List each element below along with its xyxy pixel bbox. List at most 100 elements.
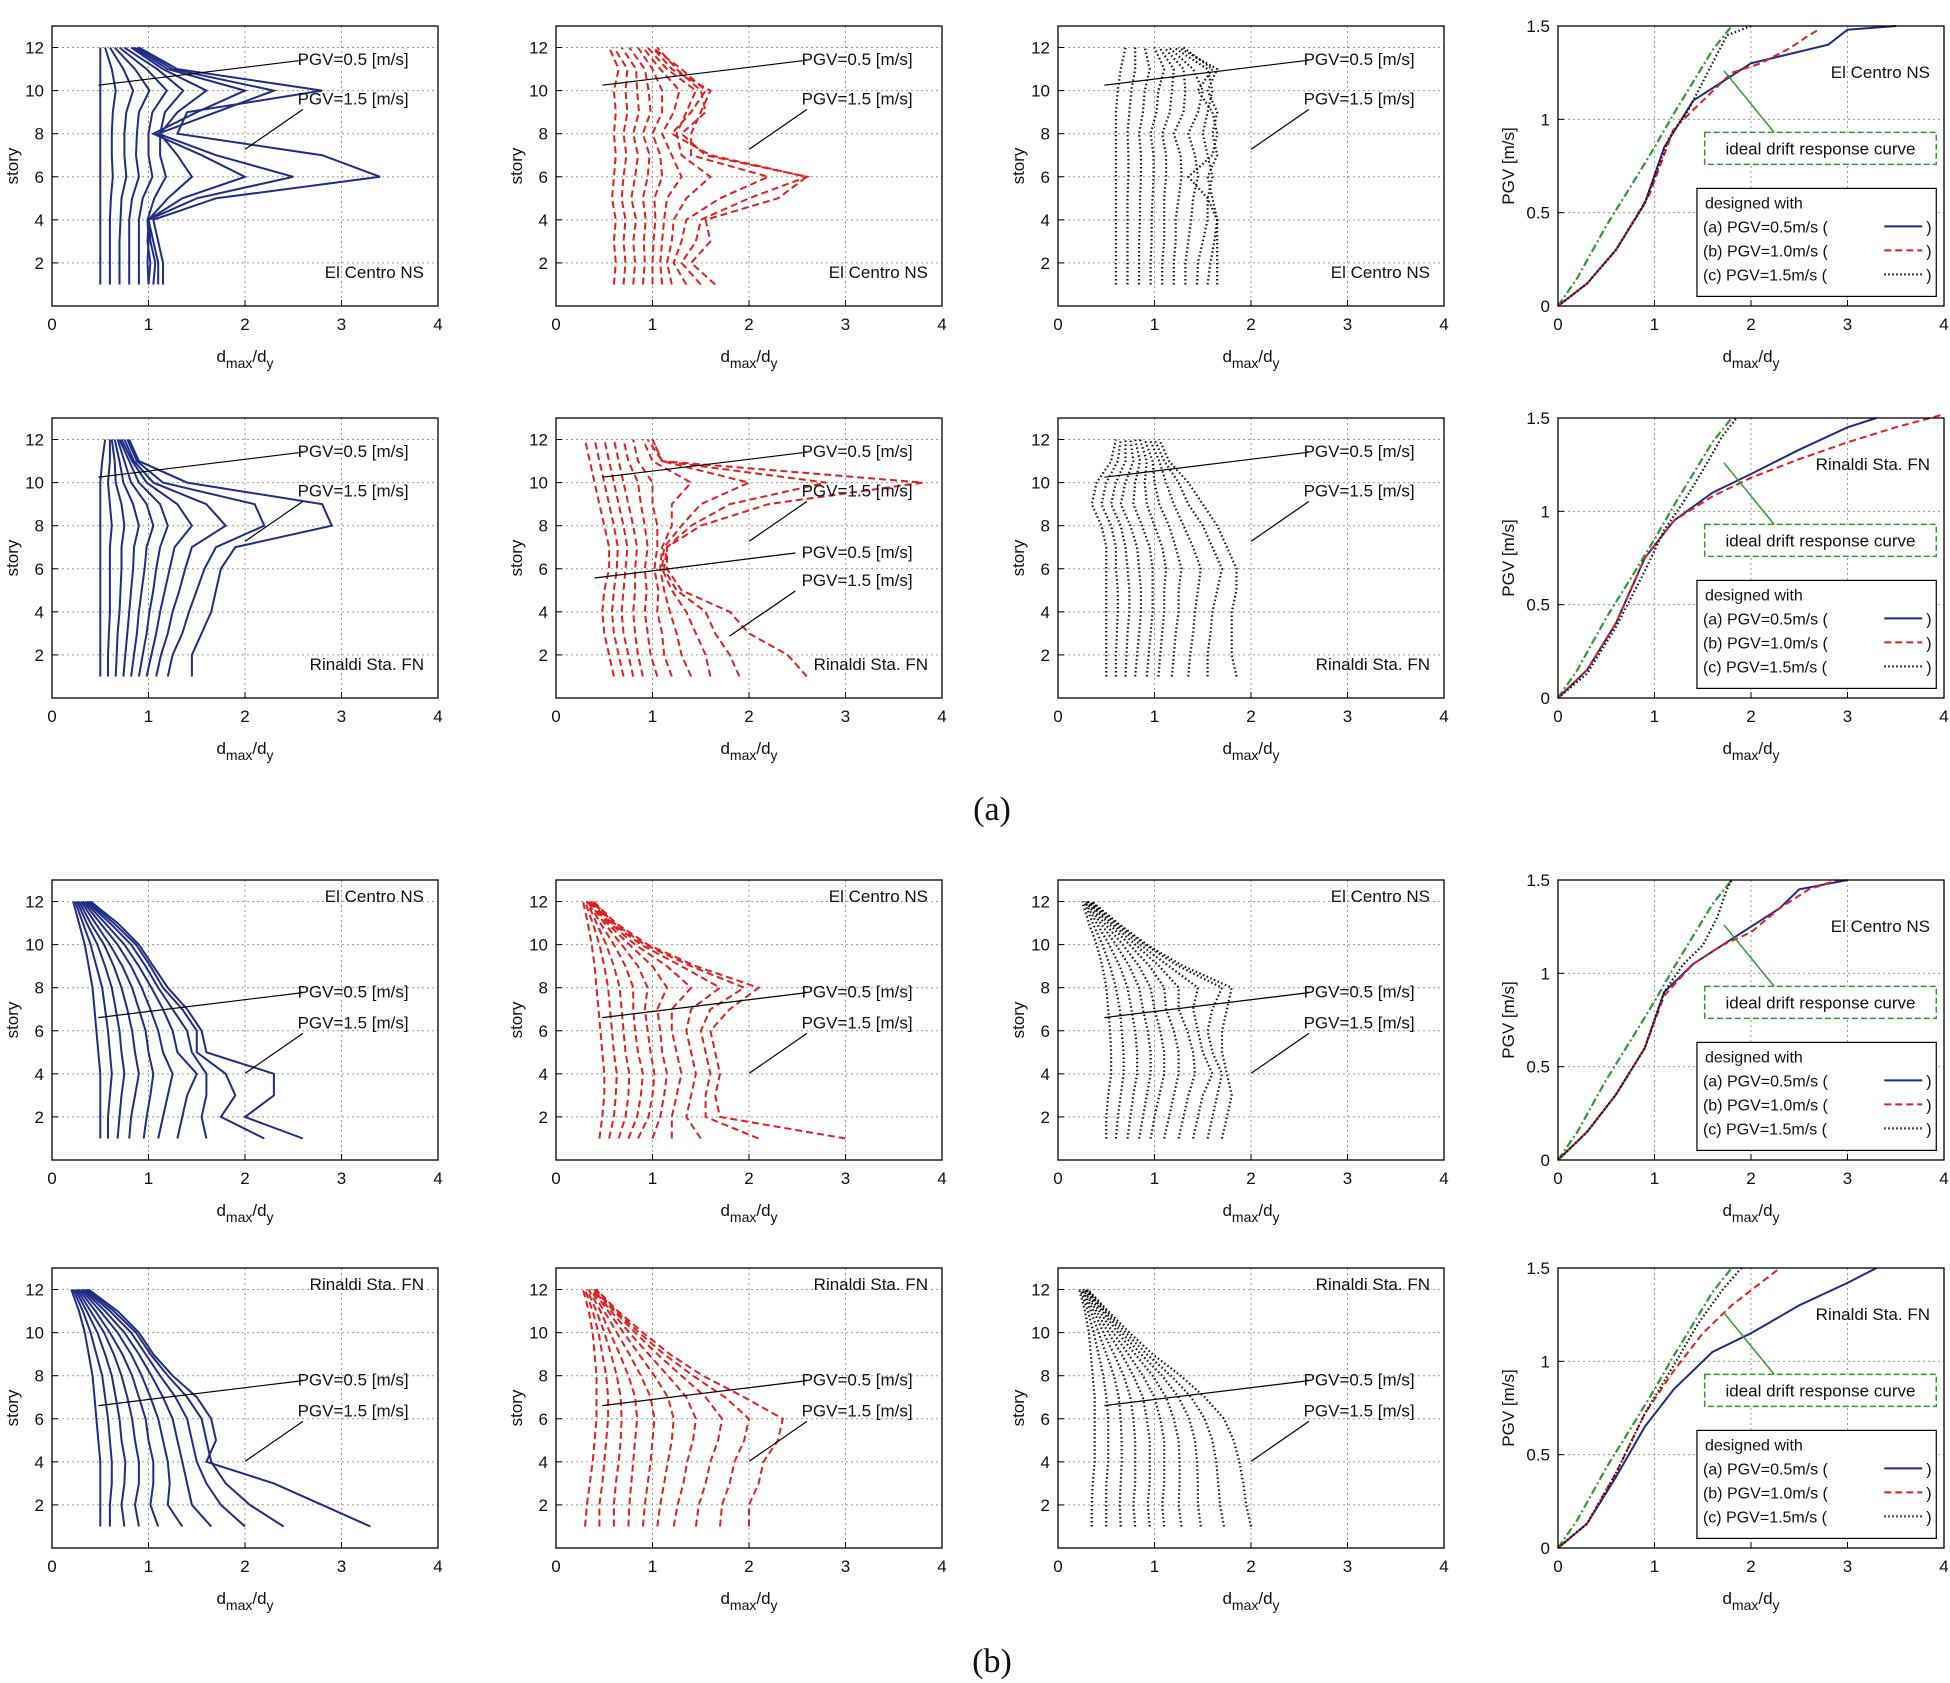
legend-close-paren: )	[1926, 219, 1931, 236]
x-axis-label-part: y	[771, 355, 778, 371]
y-tick-label: 10	[25, 82, 44, 101]
x-axis-label-part: max	[1732, 355, 1758, 371]
x-axis-label-part: /d	[1258, 1201, 1272, 1220]
y-tick-label: 4	[539, 211, 548, 230]
drift-profile-line	[78, 1288, 160, 1527]
x-tick-label: 4	[1439, 1557, 1448, 1576]
site-label: El Centro NS	[1831, 917, 1930, 936]
x-tick-label: 0	[551, 1169, 560, 1188]
legend-entry: (c) PGV=1.5m/s (	[1703, 659, 1828, 676]
plot-frame	[1057, 417, 1445, 699]
x-axis-label-part: /d	[756, 347, 770, 366]
annotation-leader	[1104, 59, 1309, 86]
pgv-curve-ideal	[1557, 1267, 1733, 1549]
pgv-annotation: PGV=0.5 [m/s]	[298, 442, 409, 461]
y-tick-label: 10	[1031, 474, 1050, 493]
y-tick-label: 0.5	[1526, 1446, 1550, 1465]
annotation-leader	[1104, 992, 1309, 1019]
y-tick-label: 10	[25, 474, 44, 493]
drift-profile-line	[126, 439, 266, 677]
x-tick-label: 1	[648, 315, 657, 334]
chart-b-el-pgv: 0 1 2 3 4 0 0.5 1 1.5 dmax/dy PGV [m/s] El Centro N…	[1499, 871, 1949, 1225]
pgv-annotation: PGV=0.5 [m/s]	[1304, 1371, 1415, 1390]
drift-profile-line	[1091, 900, 1233, 1139]
x-axis-label-part: d	[1222, 739, 1231, 758]
drift-profile-line	[99, 439, 107, 677]
x-axis-label: dmax/dy	[1722, 1589, 1779, 1613]
y-tick-label: 6	[35, 168, 44, 187]
pgv-curve-(a)	[1557, 25, 1896, 307]
annotation-leader	[244, 500, 304, 542]
drift-profile-line	[641, 439, 693, 677]
x-tick-label: 1	[144, 315, 153, 334]
drift-profile-line	[120, 439, 194, 677]
x-axis-label: dmax/dy	[720, 1201, 777, 1225]
ideal-curve-box	[1703, 131, 1938, 166]
x-tick-label: 0	[47, 315, 56, 334]
plot-frame	[1557, 879, 1945, 1161]
x-tick-label: 1	[1650, 315, 1659, 334]
y-tick-label: 4	[35, 211, 44, 230]
drift-profile-line	[1084, 1288, 1183, 1527]
drift-profile-line	[1080, 1289, 1123, 1527]
y-tick-label: 8	[539, 517, 548, 536]
y-tick-label: 2	[35, 1108, 44, 1127]
y-tick-label: 0	[1541, 1539, 1550, 1558]
pgv-annotation: PGV=1.5 [m/s]	[1304, 89, 1415, 108]
y-tick-label: 1.5	[1526, 1259, 1550, 1278]
x-tick-label: 4	[1939, 315, 1948, 334]
site-label: El Centro NS	[829, 263, 928, 282]
x-tick-label: 1	[1150, 1557, 1159, 1576]
site-label: Rinaldi Sta. FN	[1816, 455, 1930, 474]
x-tick-label: 4	[433, 315, 442, 334]
x-tick-label: 2	[744, 707, 753, 726]
legend-entry: (c) PGV=1.5m/s (	[1703, 1509, 1828, 1526]
drift-profile-line	[590, 900, 722, 1140]
legend-close-paren: )	[1926, 267, 1931, 284]
x-axis-label-part: /d	[756, 1201, 770, 1220]
y-axis-label: PGV [m/s]	[1499, 519, 1518, 596]
y-tick-label: 2	[35, 1496, 44, 1515]
x-axis-label-part: /d	[1258, 739, 1272, 758]
y-axis-label: story	[1009, 539, 1028, 576]
pgv-annotation: PGV=0.5 [m/s]	[1304, 442, 1415, 461]
ideal-curve-leader	[1723, 1312, 1775, 1375]
x-tick-label: 2	[1246, 1169, 1255, 1188]
y-tick-label: 0.5	[1526, 1058, 1550, 1077]
drift-profile-line	[74, 901, 113, 1139]
y-tick-label: 10	[25, 936, 44, 955]
x-axis-label-part: /d	[252, 347, 266, 366]
y-tick-label: 0	[1541, 1151, 1550, 1170]
pgv-annotation: PGV=1.5 [m/s]	[1304, 1401, 1415, 1420]
legend-close-paren: )	[1926, 1485, 1931, 1502]
drift-profile-line	[595, 1288, 784, 1527]
annotation-leader	[748, 1032, 808, 1074]
drift-profile-line	[82, 1288, 212, 1528]
x-axis-label-part: y	[771, 1597, 778, 1613]
drift-profile-line	[1087, 900, 1180, 1139]
x-axis-label-part: /d	[756, 739, 770, 758]
drift-profile-line	[1158, 439, 1238, 677]
legend-box	[1696, 579, 1937, 690]
drift-profile-line	[106, 439, 113, 677]
y-tick-label: 8	[35, 979, 44, 998]
legend-entry: (a) PGV=0.5m/s (	[1703, 611, 1829, 628]
x-axis-label-part: /d	[252, 739, 266, 758]
drift-profile-line	[78, 901, 140, 1139]
drift-profile-line	[1126, 47, 1137, 285]
legend-box	[1696, 1429, 1937, 1540]
y-tick-label: 10	[1031, 82, 1050, 101]
legend-entry: (b) PGV=1.0m/s (	[1703, 1485, 1829, 1502]
y-axis-label: story	[3, 1389, 22, 1426]
caption-a: (a)	[973, 791, 1011, 828]
x-axis-label-part: /d	[1758, 1201, 1772, 1220]
caption-b: (b)	[972, 1643, 1012, 1680]
y-axis-label: PGV [m/s]	[1499, 127, 1518, 204]
drift-profile-line	[1182, 46, 1219, 285]
pgv-annotation: PGV=1.5 [m/s]	[298, 1013, 409, 1032]
x-tick-label: 2	[240, 1557, 249, 1576]
x-axis-label-part: d	[1722, 739, 1731, 758]
x-tick-label: 2	[240, 1169, 249, 1188]
